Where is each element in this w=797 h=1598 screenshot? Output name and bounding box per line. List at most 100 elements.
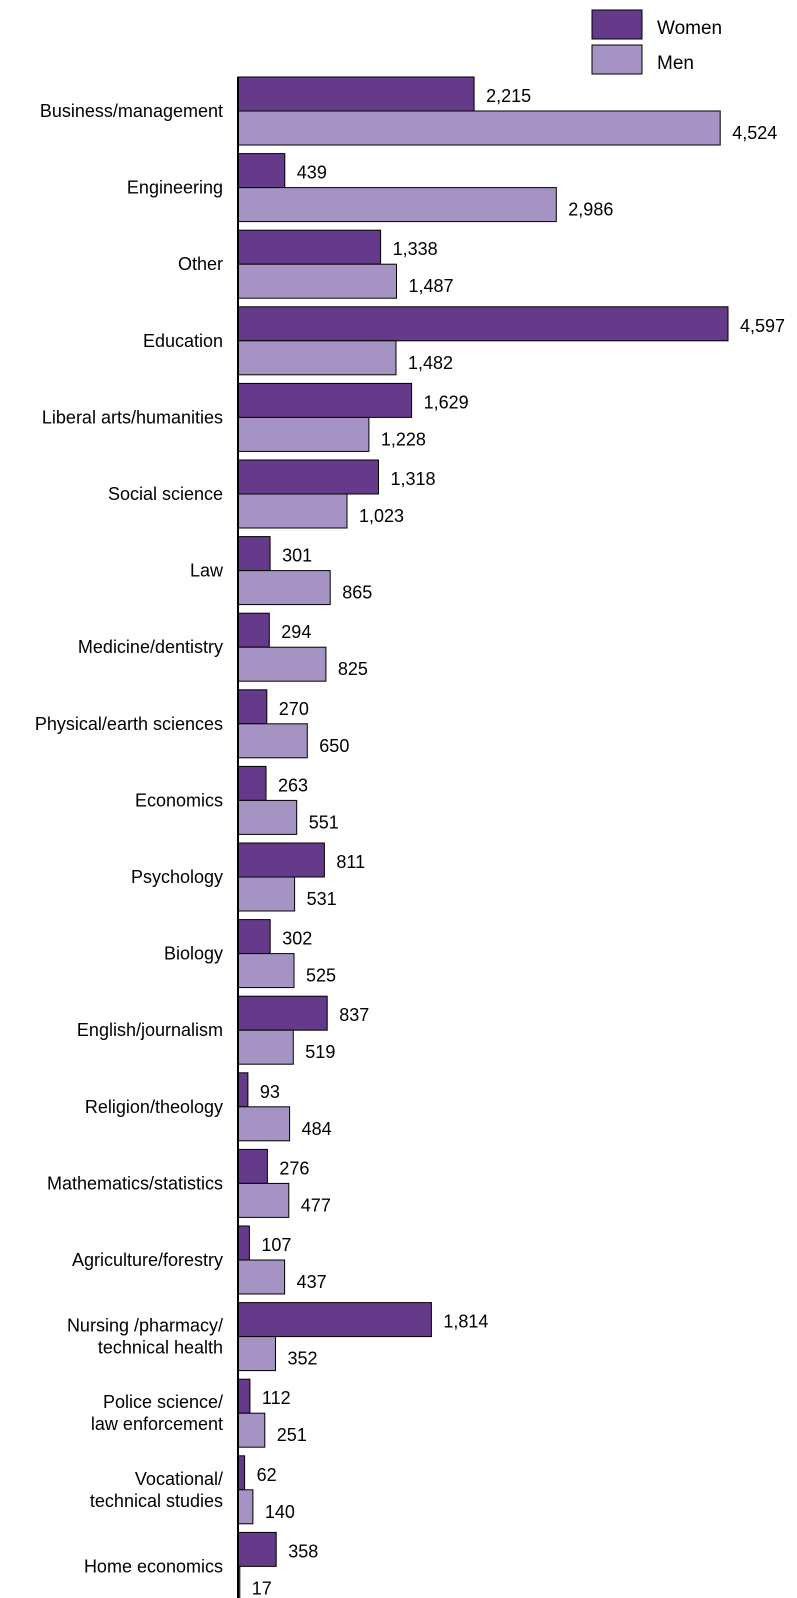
category-label-3: Education <box>143 331 223 351</box>
value-label-women-0: 2,215 <box>486 86 531 106</box>
value-label-men-19: 17 <box>252 1578 272 1598</box>
bar-women-0 <box>237 76 475 112</box>
value-label-women-10: 811 <box>336 852 365 872</box>
legend: Women Men <box>591 9 722 75</box>
bar-women-11 <box>237 919 271 955</box>
category-label-9: Economics <box>135 790 223 810</box>
category-label-14: Mathematics/statistics <box>47 1173 223 1193</box>
category-labels: Business/management Engineering Other Educa… <box>35 101 224 1576</box>
bar-women-3 <box>237 306 729 342</box>
value-label-men-13: 484 <box>302 1119 332 1139</box>
category-label-10: Psychology <box>131 867 223 887</box>
legend-label-women: Women <box>657 18 722 39</box>
bar-men-13 <box>237 1106 291 1142</box>
bar-women-13 <box>237 1072 249 1108</box>
value-label-men-4: 1,228 <box>381 429 426 449</box>
value-label-men-1: 2,986 <box>568 200 613 220</box>
bar-men-0 <box>237 110 721 146</box>
value-label-women-19: 358 <box>288 1541 318 1561</box>
bar-men-4 <box>237 416 370 452</box>
bar-men-10 <box>237 876 296 912</box>
bar-men-1 <box>237 187 557 223</box>
category-label-8: Physical/earth sciences <box>35 714 223 734</box>
bar-men-17 <box>237 1412 266 1448</box>
bar-women-14 <box>237 1148 268 1184</box>
bar-men-12 <box>237 1029 294 1065</box>
value-label-women-6: 301 <box>282 546 312 566</box>
bar-women-8 <box>237 689 268 725</box>
value-label-women-12: 837 <box>339 1005 369 1025</box>
value-label-men-6: 865 <box>342 583 372 603</box>
bar-women-12 <box>237 995 328 1031</box>
value-label-women-17: 112 <box>262 1388 291 1408</box>
value-label-men-10: 531 <box>307 889 337 909</box>
bar-men-16 <box>237 1336 276 1372</box>
value-label-women-8: 270 <box>279 699 309 719</box>
legend-label-men: Men <box>657 53 694 74</box>
value-label-women-4: 1,629 <box>424 392 469 412</box>
value-label-men-2: 1,487 <box>409 276 454 296</box>
bar-women-1 <box>237 153 286 189</box>
value-label-women-14: 276 <box>279 1158 309 1178</box>
value-label-women-15: 107 <box>261 1235 291 1255</box>
value-label-men-8: 650 <box>319 736 349 756</box>
bar-women-2 <box>237 229 382 265</box>
bar-women-4 <box>237 382 413 418</box>
category-label-18: Vocational/technical studies <box>90 1469 223 1511</box>
category-label-7: Medicine/dentistry <box>78 637 223 657</box>
value-label-women-11: 302 <box>282 929 312 949</box>
category-label-6: Law <box>190 561 224 581</box>
bar-men-15 <box>237 1259 286 1295</box>
value-label-men-14: 477 <box>301 1195 331 1215</box>
value-label-women-5: 1,318 <box>391 469 436 489</box>
value-label-men-11: 525 <box>306 966 336 986</box>
value-label-men-7: 825 <box>338 659 368 679</box>
category-label-0: Business/management <box>40 101 223 121</box>
bar-women-10 <box>237 842 325 878</box>
category-label-19: Home economics <box>84 1556 223 1576</box>
legend-swatch-women <box>591 9 643 40</box>
category-label-16: Nursing /pharmacy/technical health <box>67 1316 223 1358</box>
category-label-11: Biology <box>164 944 223 964</box>
value-label-women-3: 4,597 <box>740 316 785 336</box>
bar-women-15 <box>237 1225 250 1261</box>
category-label-15: Agriculture/forestry <box>72 1250 223 1270</box>
category-label-2: Other <box>178 254 223 274</box>
value-label-women-7: 294 <box>281 622 311 642</box>
value-label-men-12: 519 <box>305 1042 335 1062</box>
bar-men-8 <box>237 723 308 759</box>
value-label-men-3: 1,482 <box>408 353 453 373</box>
legend-swatch-men <box>591 44 643 75</box>
value-label-women-9: 263 <box>278 775 308 795</box>
category-label-5: Social science <box>108 484 223 504</box>
bar-women-16 <box>237 1302 432 1338</box>
bar-women-5 <box>237 459 379 495</box>
value-labels: 2,215 4,524 439 2,986 1,338 1,487 4,597 1,482 1,… <box>252 86 785 1598</box>
bar-men-2 <box>237 263 397 299</box>
value-label-men-15: 437 <box>297 1272 327 1292</box>
value-label-men-5: 1,023 <box>359 506 404 526</box>
bar-men-5 <box>237 493 348 529</box>
value-label-men-18: 140 <box>265 1502 295 1522</box>
bar-men-3 <box>237 340 397 376</box>
bar-women-17 <box>237 1378 251 1414</box>
value-label-men-16: 352 <box>288 1349 318 1369</box>
category-label-13: Religion/theology <box>85 1097 223 1117</box>
value-label-women-1: 439 <box>297 163 327 183</box>
bar-women-6 <box>237 536 271 572</box>
category-label-17: Police science/law enforcement <box>91 1392 223 1434</box>
value-label-women-13: 93 <box>260 1082 280 1102</box>
bars <box>237 76 729 1598</box>
bar-men-18 <box>237 1489 254 1525</box>
value-label-women-2: 1,338 <box>393 239 438 259</box>
category-label-1: Engineering <box>127 178 223 198</box>
value-label-men-0: 4,524 <box>732 123 777 143</box>
value-label-men-9: 551 <box>309 812 339 832</box>
value-label-women-16: 1,814 <box>443 1312 488 1332</box>
category-label-4: Liberal arts/humanities <box>42 407 223 427</box>
bar-men-11 <box>237 953 295 989</box>
bar-men-14 <box>237 1182 290 1218</box>
value-label-men-17: 251 <box>277 1425 307 1445</box>
bar-men-9 <box>237 799 298 835</box>
